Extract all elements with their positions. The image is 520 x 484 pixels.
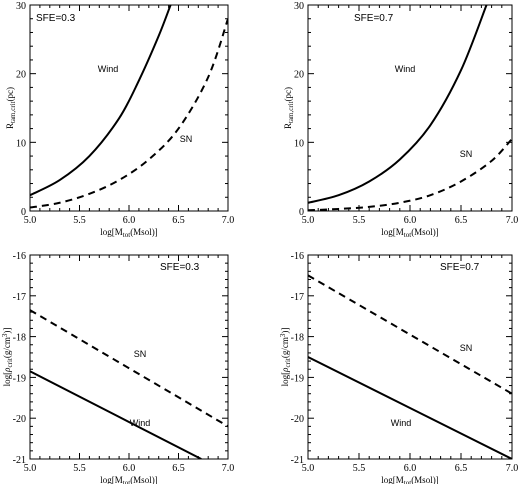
series-line-wind (308, 356, 512, 459)
x-tick-label: 6.5 (172, 463, 185, 474)
y-axis-label: log[ρcrit(g/cm3)] (279, 328, 292, 387)
x-tick-label: 5.5 (73, 215, 86, 226)
series-label-wind: Wind (391, 418, 412, 428)
series-line-wind (308, 5, 488, 204)
y-tick-label: 30 (16, 1, 26, 12)
x-axis-label: log[Mtot(Msol)] (100, 227, 157, 239)
x-tick-label: 5.0 (302, 463, 315, 474)
x-tick-label: 7.0 (506, 215, 519, 226)
chart-panel-1: 5.0 5.5 6.0 6.5 7.0 0 10 20 30 log[Mtot(Msol)] Rta… (5, 1, 234, 239)
series-label-sn: SN (460, 343, 473, 353)
y-axis-label: Rtam,crit(pc) (5, 87, 17, 129)
series-label-wind: Wind (130, 418, 151, 428)
y-tick-label: 10 (16, 138, 26, 149)
series-label-sn: SN (460, 149, 473, 159)
x-tick-label: 5.0 (24, 463, 37, 474)
x-tick-label: 6.0 (123, 215, 136, 226)
x-tick-label: 5.0 (302, 215, 315, 226)
series-label-wind: Wind (98, 64, 119, 74)
x-axis-label: log[Mtot(Msol)] (381, 227, 438, 239)
y-axis-label: log[ρcrit(g/cm3)] (1, 328, 14, 387)
sfe-annotation: SFE=0.7 (440, 262, 480, 273)
series-line-sn (30, 309, 228, 428)
y-tick-label: -17 (291, 292, 304, 303)
y-tick-label: -19 (291, 373, 304, 384)
x-tick-label: 5.5 (353, 215, 366, 226)
y-tick-label: 20 (16, 70, 26, 81)
x-tick-label: 6.0 (404, 463, 417, 474)
y-tick-label: -21 (13, 455, 26, 466)
y-tick-label: -19 (13, 373, 26, 384)
x-axis-label: log[Mtot(Msol)] (381, 475, 438, 484)
x-tick-label: 6.5 (455, 215, 468, 226)
series-line-wind (30, 370, 202, 459)
y-tick-label: -18 (13, 333, 26, 344)
plot-frame (29, 254, 229, 460)
y-tick-label: -18 (291, 333, 304, 344)
y-axis-label: Rtam,crit(pc) (283, 87, 295, 129)
x-tick-label: 5.5 (73, 463, 86, 474)
y-tick-label: 30 (294, 1, 304, 12)
series-label-sn: SN (134, 349, 147, 359)
chart-panel-3: 5.0 5.5 6.0 6.5 7.0 -21 -20 -19 -18 -17 -16 log[Mto… (1, 251, 234, 484)
x-tick-label: 5.5 (353, 463, 366, 474)
sfe-annotation: SFE=0.3 (36, 13, 76, 24)
y-tick-label: 0 (299, 207, 304, 218)
x-axis-label: log[Mtot(Msol)] (100, 475, 157, 484)
y-tick-label: 10 (294, 138, 304, 149)
y-tick-label: -20 (291, 414, 304, 425)
y-tick-label: 0 (21, 207, 26, 218)
x-tick-label: 7.0 (506, 463, 519, 474)
series-line-sn (308, 274, 512, 395)
x-tick-label: 7.0 (222, 215, 235, 226)
y-tick-label: -16 (13, 251, 26, 262)
x-tick-label: 6.5 (455, 463, 468, 474)
chart-panel-2: 5.0 5.5 6.0 6.5 7.0 0 10 20 30 log[Mtot(Msol)] Rta… (283, 1, 518, 239)
x-tick-label: 5.0 (24, 215, 37, 226)
plot-frame (307, 4, 513, 212)
series-line-wind (30, 5, 172, 197)
series-label-sn: SN (180, 134, 193, 144)
chart-panel-4: 5.0 5.5 6.0 6.5 7.0 -21 -20 -19 -18 -17 -16 log[Mto… (279, 251, 518, 484)
x-tick-label: 6.0 (123, 463, 136, 474)
sfe-annotation: SFE=0.3 (160, 262, 200, 273)
series-label-wind: Wind (395, 64, 416, 74)
x-tick-label: 6.5 (172, 215, 185, 226)
y-tick-label: -17 (13, 292, 26, 303)
y-tick-label: 20 (294, 70, 304, 81)
y-tick-label: -21 (291, 455, 304, 466)
y-tick-label: -16 (291, 251, 304, 262)
plot-frame (307, 254, 513, 460)
y-tick-label: -20 (13, 414, 26, 425)
sfe-annotation: SFE=0.7 (354, 13, 394, 24)
x-tick-label: 6.0 (404, 215, 417, 226)
series-line-sn (30, 18, 228, 209)
x-tick-label: 7.0 (222, 463, 235, 474)
